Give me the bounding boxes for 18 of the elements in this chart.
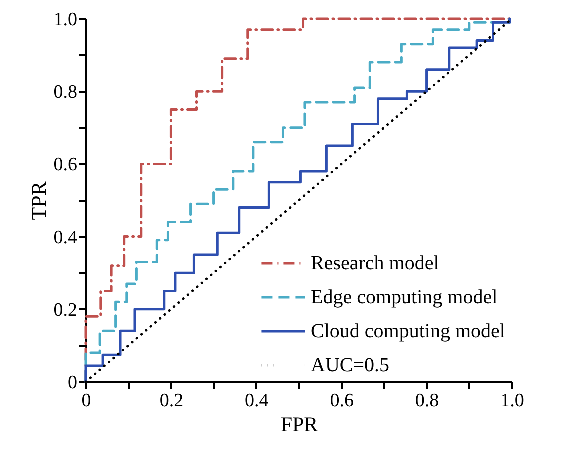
y-axis-title: TPR [26,182,51,220]
x-tick-label: 0 [82,390,92,412]
y-tick-label: 0 [68,372,78,394]
x-tick-label: 0.6 [330,390,354,412]
y-tick-label: 1.0 [54,10,78,30]
y-tick-label: 0.4 [54,227,78,248]
legend-label: AUC=0.5 [311,354,390,376]
legend-label: Edge computing model [311,286,498,308]
x-tick-label: 0.8 [415,390,440,412]
legend-label: Research model [311,252,440,274]
y-tick-label: 0.2 [54,300,78,321]
y-tick-label: 0.6 [54,154,78,176]
x-tick-label: 1.0 [500,390,524,412]
x-tick-label: 0.4 [245,390,270,412]
legend-label: Cloud computing model [311,320,506,342]
x-tick-label: 0.2 [160,390,184,412]
y-tick-label: 0.8 [54,82,78,104]
x-axis-title: FPR [280,412,318,436]
